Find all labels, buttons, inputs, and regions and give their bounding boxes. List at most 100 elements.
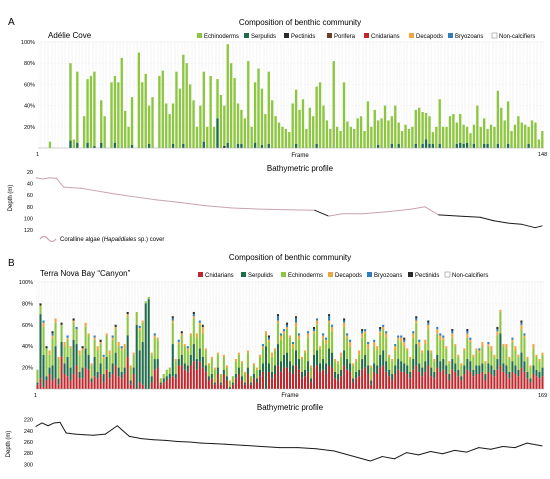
bar-segment-cnidarians (445, 374, 448, 389)
panel-a-x-end: 148 (538, 152, 547, 158)
bar-segment-serpulids (69, 367, 72, 381)
bar-segment-cnidarians (180, 365, 183, 389)
bar-segment-serpulids (237, 367, 240, 375)
bar-segment-serpulids (141, 341, 144, 385)
bar-segment-bryozoans (427, 322, 430, 325)
bar-segment-echinoderms (527, 126, 530, 144)
bar-segment-serpulids (394, 365, 397, 375)
panel-a: A Composition of benthic community Adéli… (8, 17, 547, 243)
bar-segment-decapods (409, 356, 412, 360)
bar-segment-serpulids (379, 354, 382, 368)
bar-segment-echinoderms (514, 350, 517, 366)
bar-segment-echinoderms (465, 126, 469, 143)
bar-segment-echinoderms (297, 339, 301, 360)
bar-segment-serpulids (189, 354, 192, 366)
bar-segment-cnidarians (394, 374, 397, 389)
bar-segment-echinoderms (144, 73, 147, 148)
bar-segment-pectinids (60, 322, 63, 325)
bar-segment-echinoderms (438, 99, 441, 144)
bar-segment-echinoderms (123, 348, 126, 368)
bar-segment-decapods (475, 348, 478, 351)
panel-a-site-name: Adélie Cove (48, 31, 92, 40)
bar-segment-echinoderms (202, 71, 205, 142)
bar-segment-cnidarians (198, 361, 201, 389)
bar-segment-cnidarians (538, 378, 541, 389)
bar-segment-serpulids (75, 344, 78, 366)
bar-segment-decapods (150, 352, 153, 355)
bar-segment-echinoderms (335, 126, 339, 148)
bar-segment-decapods (403, 341, 406, 347)
bar-segment-echinoderms (334, 361, 337, 372)
bar-segment-echinoderms (178, 88, 182, 148)
non-calcifier-bar (55, 41, 59, 149)
bar-segment-cnidarians (165, 380, 168, 389)
bar-segment-echinoderms (246, 352, 249, 368)
bar-segment-echinoderms (165, 369, 168, 377)
bar-segment-decapods (186, 348, 189, 351)
profile-segment (74, 433, 85, 436)
bar-segment-serpulids (517, 369, 520, 377)
bar-segment-decapods (358, 350, 361, 355)
bar-segment-pectinids (81, 346, 84, 349)
bar-segment-decapods (279, 335, 283, 340)
bar-segment-serpulids (105, 356, 108, 370)
profile-segment (128, 435, 142, 440)
bar-segment-bryozoans (520, 322, 523, 325)
bar-segment-echinoderms (171, 103, 175, 144)
bar-segment-serpulids (465, 142, 469, 148)
y-tick-label: 20% (24, 125, 35, 131)
bar-segment-echinoderms (260, 88, 264, 145)
bar-segment-decapods (99, 341, 102, 345)
bar-segment-cnidarians (343, 365, 346, 389)
bar-segment-decapods (192, 316, 195, 319)
profile-segment (114, 193, 137, 198)
bar-segment-echinoderms (250, 126, 253, 148)
bar-segment-serpulids (397, 143, 400, 148)
bar-segment-decapods (490, 346, 493, 351)
bar-segment-decapods (132, 352, 135, 355)
bar-segment-bryozoans (394, 344, 397, 347)
bar-segment-bryozoans (469, 337, 472, 340)
bar-segment-decapods (282, 331, 286, 334)
bar-segment-echinoderms (421, 111, 424, 144)
bar-segment-serpulids (138, 350, 141, 383)
bar-segment-echinoderms (277, 122, 281, 148)
bar-segment-echinoderms (138, 330, 141, 351)
bar-segment-serpulids (60, 341, 63, 357)
bar-segment-cnidarians (385, 371, 388, 389)
bar-segment-bryozoans (276, 316, 279, 321)
profile-segment (328, 213, 343, 217)
bar-segment-serpulids (57, 378, 60, 385)
profile-segment (454, 449, 468, 453)
bar-segment-bryozoans (397, 335, 400, 338)
bar-segment-decapods (267, 339, 270, 342)
bar-segment-cnidarians (60, 356, 63, 389)
bar-segment-decapods (54, 318, 57, 323)
bar-segment-echinoderms (530, 120, 534, 148)
bar-segment-serpulids (117, 367, 120, 377)
bar-segment-cnidarians (490, 374, 493, 389)
bar-segment-bryozoans (322, 333, 325, 336)
bar-segment-serpulids (328, 348, 331, 366)
bar-segment-decapods (367, 344, 370, 349)
profile-segment (49, 177, 58, 179)
bar-segment-echinoderms (412, 337, 415, 360)
bar-segment-decapods (418, 341, 421, 347)
bar-segment-bryozoans (138, 325, 141, 329)
bar-segment-echinoderms (150, 354, 153, 377)
bar-segment-decapods (406, 348, 409, 351)
bar-segment-cnidarians (376, 374, 379, 389)
bar-segment-serpulids (195, 359, 198, 370)
bar-segment-echinoderms (209, 75, 212, 148)
bar-segment-echinoderms (291, 103, 294, 148)
bar-segment-decapods (42, 322, 45, 327)
bar-segment-echinoderms (158, 75, 161, 148)
bar-segment-echinoderms (387, 120, 390, 148)
bar-segment-cnidarians (168, 378, 171, 389)
bar-segment-cnidarians (162, 382, 165, 389)
bar-segment-bryozoans (523, 333, 526, 336)
bar-segment-echinoderms (226, 44, 229, 143)
bar-segment-cnidarians (174, 378, 177, 389)
bar-segment-pectinids (403, 337, 406, 340)
bar-segment-serpulids (162, 378, 165, 383)
